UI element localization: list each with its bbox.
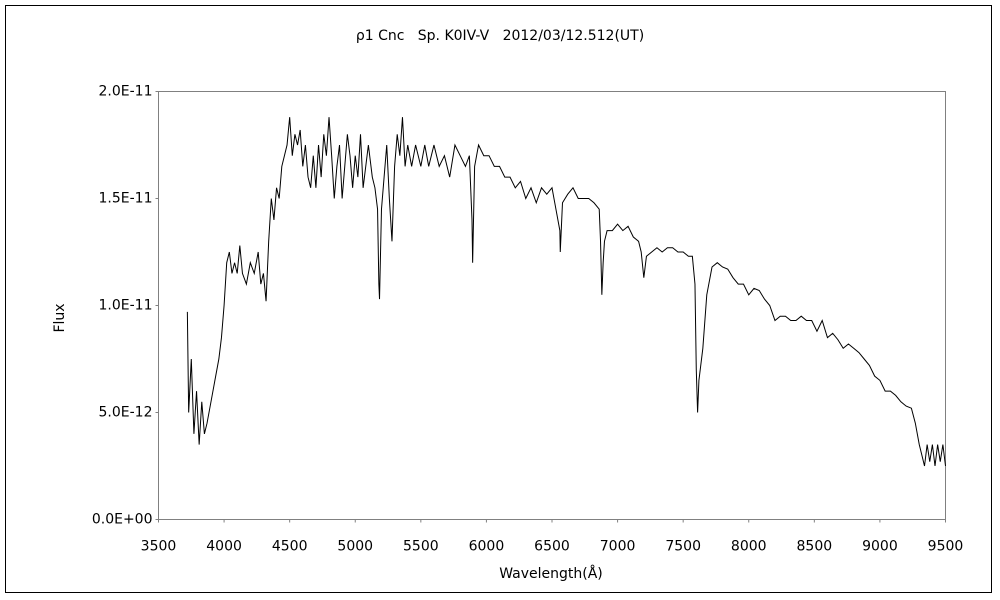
y-tick-label: 0.0E+00 — [92, 512, 153, 528]
y-tick-label: 5.0E-12 — [99, 405, 153, 421]
y-tick-label: 2.0E-11 — [99, 84, 153, 100]
x-tick-label: 6000 — [469, 539, 505, 555]
plot-area — [158, 91, 946, 520]
x-tick-label: 4500 — [272, 539, 308, 555]
x-tick-label: 9000 — [862, 539, 898, 555]
x-tick-label: 6500 — [534, 539, 570, 555]
x-tick-label: 5500 — [403, 539, 439, 555]
y-axis-label: Flux — [52, 303, 68, 332]
x-tick-label: 5000 — [337, 539, 373, 555]
spectrum-line — [186, 117, 946, 467]
chart-title: ρ1 Cnc Sp. K0IV-V 2012/03/12.512(UT) — [356, 28, 644, 44]
x-tick-label: 3500 — [141, 539, 177, 555]
x-tick-label: 7000 — [600, 539, 636, 555]
y-tick-label: 1.5E-11 — [99, 191, 153, 207]
x-tick-label: 8000 — [731, 539, 767, 555]
x-tick-label: 7500 — [665, 539, 701, 555]
y-tick-label: 1.0E-11 — [99, 298, 153, 314]
x-tick-label: 8500 — [797, 539, 833, 555]
x-tick-label: 4000 — [206, 539, 242, 555]
x-axis-label: Wavelength(Å) — [499, 565, 603, 582]
x-tick-label: 9500 — [928, 539, 964, 555]
